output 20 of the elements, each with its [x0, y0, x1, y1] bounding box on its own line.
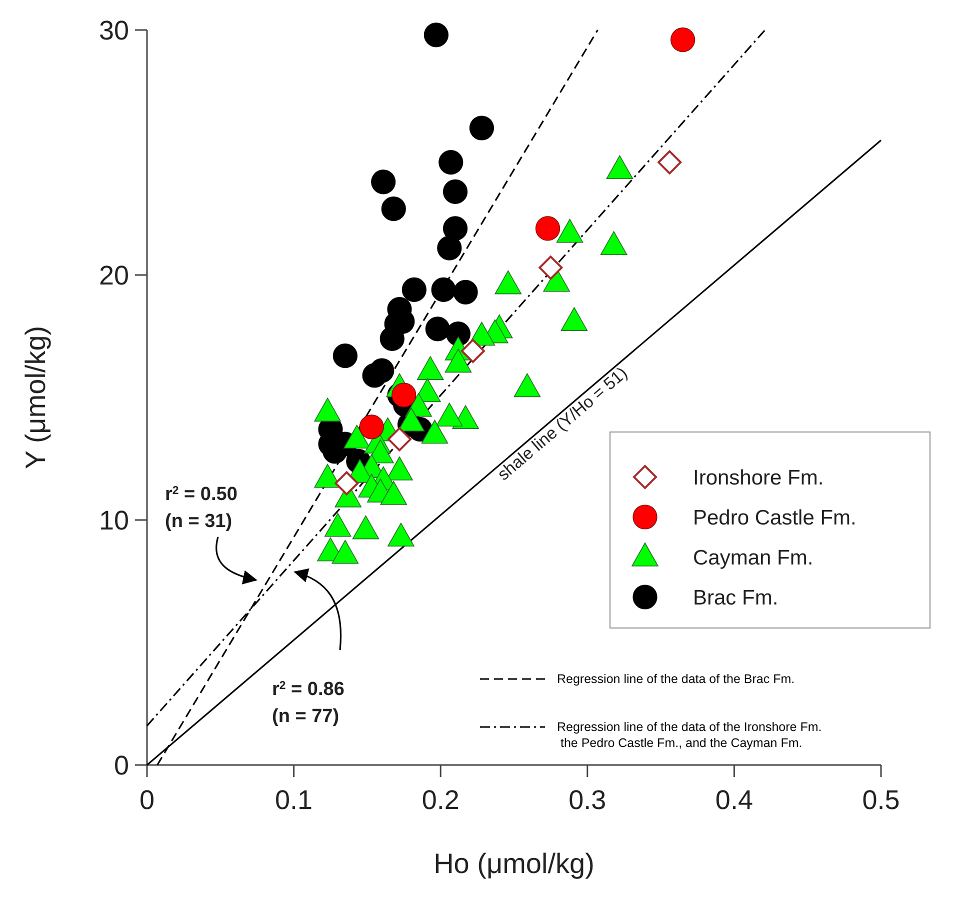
legend-label: Cayman Fm. [693, 546, 814, 570]
text: Regression line of the data of the Brac Fm. [557, 672, 795, 686]
annotation: r$^{2}$ = 0.50 (n = 31) [165, 484, 238, 532]
x-tick-label: 0.1 [275, 785, 313, 815]
text: Regression line of the data of the Ironshore Fm. the Pedro Castle Fm., and the Cayman Fm. [557, 720, 822, 750]
y-axis-title: Y (μmol/kg) [20, 326, 51, 470]
x-tick-label: 0.5 [862, 785, 900, 815]
legend-label: Ironshore Fm. [693, 466, 824, 490]
x-tick-label: 0.3 [568, 785, 606, 815]
x-tick-label: 0.4 [715, 785, 753, 815]
x-tick-label: 0 [139, 785, 155, 815]
y-tick-label: 10 [98, 505, 129, 536]
legend-label: Pedro Castle Fm. [693, 506, 856, 530]
x-tick-label: 0.2 [422, 785, 460, 815]
annotation: r$^{2}$ = 0.86 (n = 77) [272, 679, 344, 727]
y-tick-label: 20 [98, 260, 129, 290]
y-tick-label: 0 [114, 750, 129, 780]
legend-label: Brac Fm. [693, 586, 778, 610]
x-axis-title: Ho (μmol/kg) [434, 848, 594, 879]
y-tick-label: 30 [98, 15, 129, 46]
